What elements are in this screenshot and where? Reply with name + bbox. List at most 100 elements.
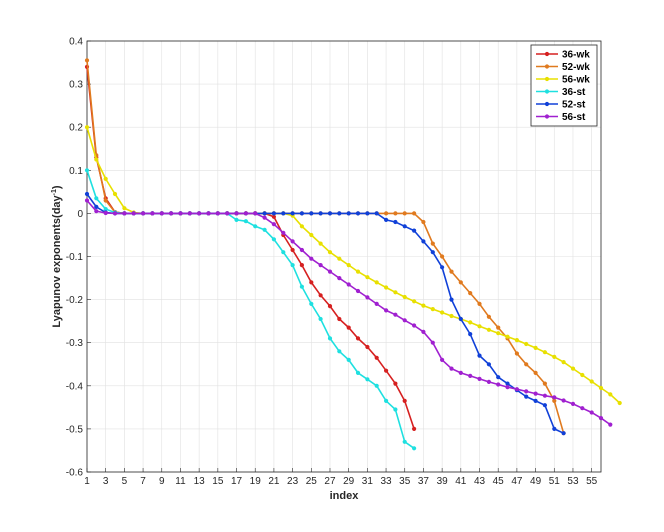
data-point <box>384 217 389 222</box>
x-tick-label: 7 <box>140 476 146 487</box>
x-tick-label: 23 <box>287 476 299 487</box>
data-point <box>393 381 398 386</box>
data-point <box>514 387 520 392</box>
data-point <box>384 308 389 313</box>
data-point <box>159 211 164 216</box>
data-point <box>327 336 333 341</box>
data-point <box>299 284 304 289</box>
data-point <box>327 211 333 216</box>
data-point <box>542 403 548 408</box>
data-point <box>430 307 435 312</box>
x-tick-label: 33 <box>380 476 392 487</box>
y-tick-label: 0.1 <box>69 166 83 177</box>
data-point <box>542 350 548 355</box>
data-point <box>552 398 557 403</box>
x-tick-label: 1 <box>84 476 90 487</box>
data-point <box>496 382 501 387</box>
data-point <box>374 355 379 360</box>
data-point <box>598 385 604 391</box>
data-point <box>271 214 276 219</box>
data-point <box>318 316 323 322</box>
legend-label: 56-st <box>562 112 586 123</box>
x-tick-label: 47 <box>511 476 523 487</box>
x-tick-label: 13 <box>194 476 206 487</box>
data-point <box>262 227 267 232</box>
data-point <box>449 269 454 274</box>
series-56-st <box>84 198 613 427</box>
data-point <box>309 211 314 216</box>
legend-item: 36-wk <box>536 50 590 61</box>
data-point <box>84 125 90 130</box>
data-point <box>393 219 398 225</box>
data-point <box>505 334 510 339</box>
data-point <box>468 291 473 296</box>
data-point <box>337 276 342 281</box>
x-tick-label: 11 <box>175 476 186 487</box>
data-point <box>103 198 108 203</box>
data-point <box>449 366 454 371</box>
data-point <box>234 217 239 222</box>
data-point <box>112 191 118 197</box>
x-tick-label: 17 <box>231 476 243 487</box>
y-tick-label: -0.1 <box>66 252 84 263</box>
data-point <box>421 239 426 244</box>
data-point <box>355 269 361 274</box>
legend-label: 52-st <box>562 100 586 111</box>
legend-label: 36-st <box>562 87 586 98</box>
y-axis-label-superscript: -1 <box>51 189 58 195</box>
data-point <box>505 381 510 386</box>
data-point <box>412 299 417 304</box>
data-point <box>421 329 426 334</box>
x-tick-label: 45 <box>493 476 505 487</box>
data-point <box>150 211 155 216</box>
data-point <box>393 407 398 412</box>
data-point <box>430 250 435 255</box>
data-point <box>122 211 127 216</box>
data-point <box>402 439 407 444</box>
data-point <box>169 211 174 216</box>
y-tick-label: 0.3 <box>69 80 83 91</box>
legend-marker <box>544 64 550 69</box>
data-point <box>318 263 323 268</box>
data-point <box>468 373 473 378</box>
data-point <box>496 331 501 336</box>
legend-marker <box>544 101 550 107</box>
x-tick-label: 37 <box>418 476 430 487</box>
data-point <box>299 224 304 229</box>
data-point <box>290 239 295 244</box>
data-point <box>458 280 463 285</box>
data-point <box>440 265 445 270</box>
data-point <box>299 263 304 268</box>
data-point <box>598 416 604 421</box>
data-point <box>253 211 258 216</box>
data-point <box>514 351 520 356</box>
data-point <box>84 168 90 173</box>
data-point <box>468 332 473 337</box>
data-point <box>589 379 594 384</box>
data-point <box>374 383 379 388</box>
data-point <box>281 250 286 255</box>
x-tick-label: 9 <box>159 476 165 487</box>
data-point <box>131 211 136 216</box>
data-point <box>299 211 304 216</box>
data-point <box>393 312 398 317</box>
x-tick-label: 31 <box>362 476 374 487</box>
data-point <box>141 211 146 216</box>
data-point <box>318 211 323 216</box>
data-point <box>290 211 295 216</box>
data-point <box>327 304 333 309</box>
data-point <box>225 211 230 216</box>
data-point <box>542 393 548 398</box>
data-point <box>327 269 333 274</box>
legend-label: 52-wk <box>562 62 590 73</box>
data-point <box>365 275 370 280</box>
data-point <box>468 320 473 325</box>
data-point <box>430 241 435 246</box>
data-point <box>412 211 417 216</box>
data-point <box>122 206 127 211</box>
data-point <box>496 325 501 330</box>
data-point <box>402 211 407 216</box>
data-point <box>365 295 370 300</box>
data-point <box>561 360 566 365</box>
